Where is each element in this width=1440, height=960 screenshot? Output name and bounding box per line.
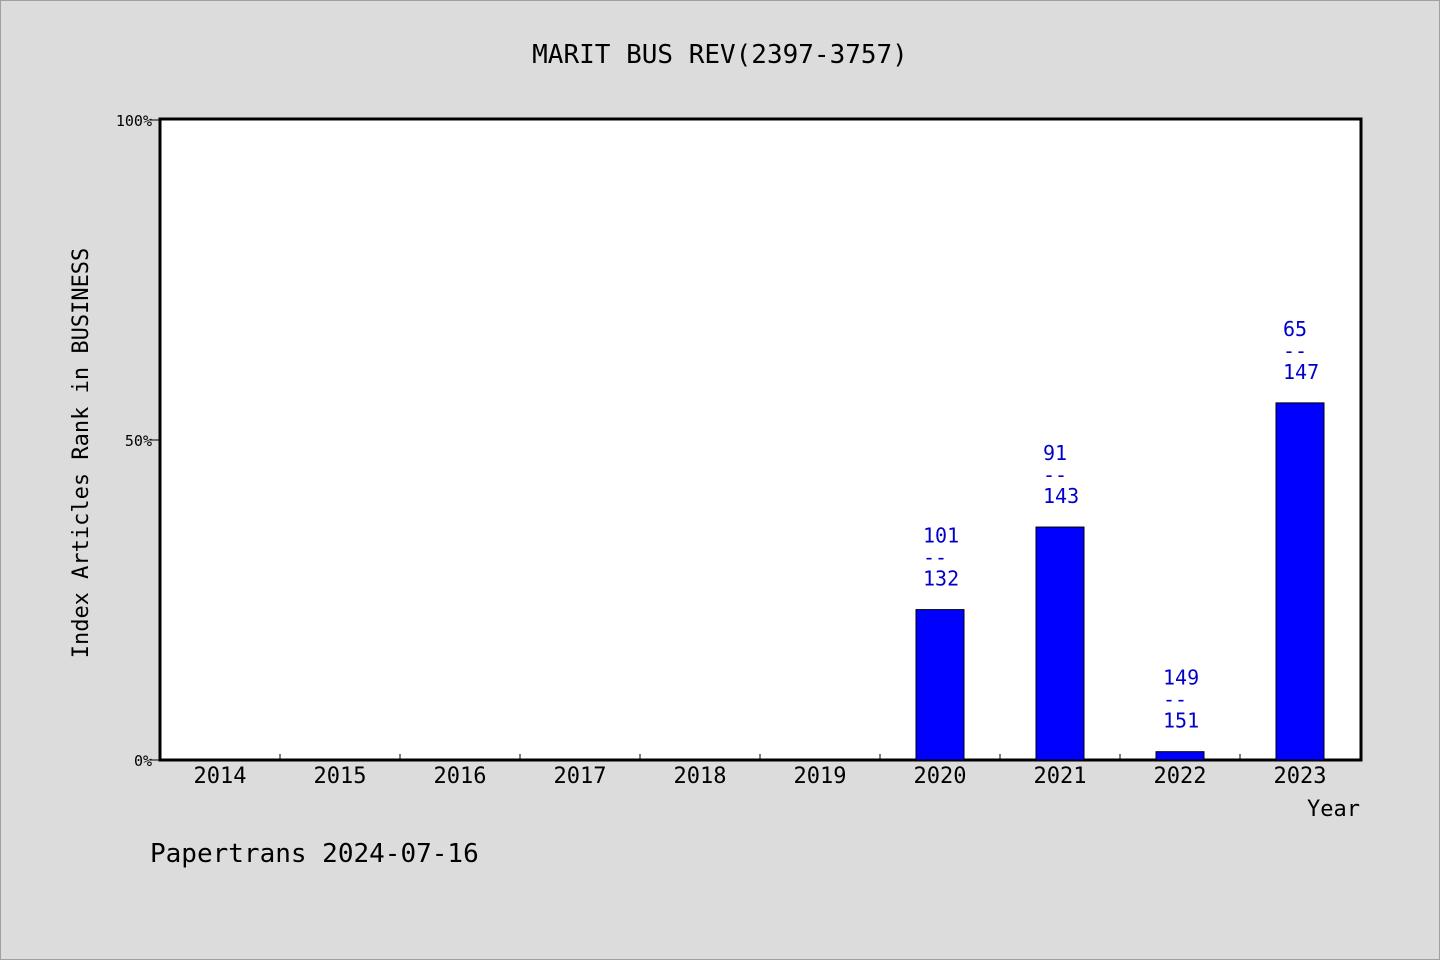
bar-label-rank: 101 [923,524,959,548]
x-tick-label: 2020 [914,764,967,789]
x-tick-label: 2021 [1034,764,1087,789]
bar-2023 [1275,402,1325,761]
bar-label-sep: -- [1283,339,1307,363]
bar-label-rank: 65 [1283,317,1307,341]
x-tick-label: 2016 [434,764,487,789]
x-tick-label: 2017 [554,764,607,789]
x-tick-label: 2019 [794,764,847,789]
bar-label-total: 147 [1283,360,1319,384]
plot-area [158,117,1363,762]
x-tick-label: 2022 [1154,764,1207,789]
x-tick-label: 2015 [314,764,367,789]
y-tick-label: 0% [134,752,152,770]
bar-label-sep: -- [1043,463,1067,487]
bar-2021 [1035,526,1085,761]
bar-label-rank: 149 [1163,666,1199,690]
y-axis-ticks: 0% 50% 100% [116,112,160,770]
x-tick-label: 2023 [1274,764,1327,789]
bar-label-total: 143 [1043,484,1079,508]
bar-2020 [915,609,965,761]
bar-label-sep: -- [1163,688,1187,712]
footer-credit: Papertrans 2024-07-16 [150,839,479,869]
bar-label-total: 151 [1163,709,1199,733]
x-tick-label: 2014 [194,764,247,789]
x-axis-title: Year [1307,797,1360,822]
bars-group [915,402,1325,761]
bar-label-rank: 91 [1043,441,1067,465]
x-tick-label: 2018 [674,764,727,789]
y-axis-title: Index Articles Rank in BUSINESS [69,248,94,659]
bar-2022 [1155,751,1205,761]
bar-label-total: 132 [923,567,959,591]
bar-label-sep: -- [923,546,947,570]
y-tick-label: 50% [125,432,152,450]
y-tick-label: 100% [116,112,152,130]
chart-title: MARIT BUS REV(2397-3757) [532,40,908,70]
x-axis-ticks: 2014 2015 2016 2017 2018 2019 2020 2021 2022 2023 [194,754,1327,789]
